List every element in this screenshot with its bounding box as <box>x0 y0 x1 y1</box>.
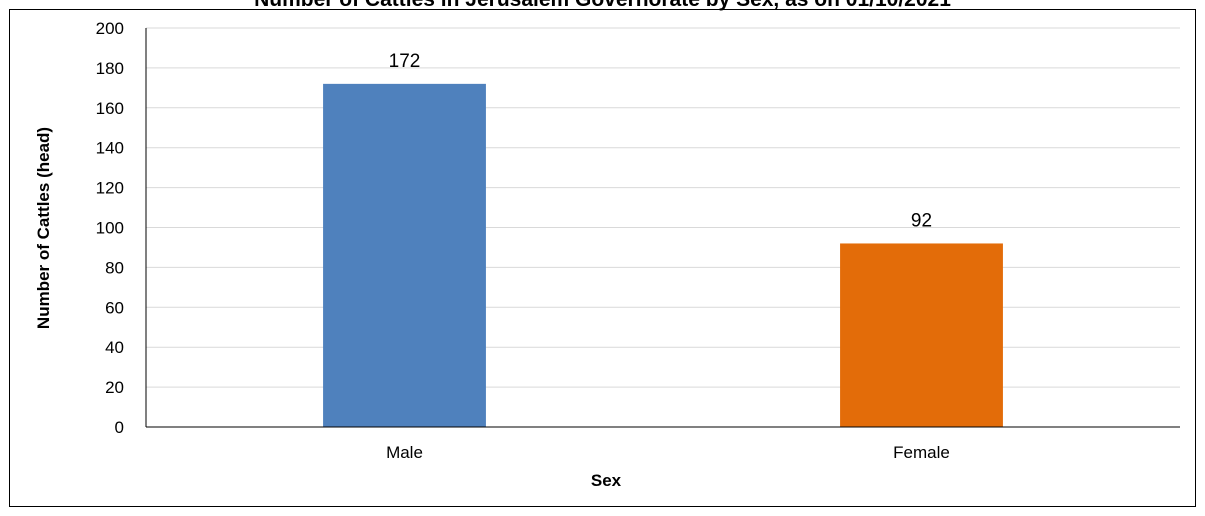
x-axis-title: Sex <box>591 471 622 490</box>
y-tick-label: 200 <box>96 19 124 38</box>
y-tick-label: 20 <box>105 378 124 397</box>
x-tick-label-female: Female <box>893 443 950 462</box>
y-tick-label: 140 <box>96 139 124 158</box>
y-tick-label: 180 <box>96 59 124 78</box>
gridlines <box>146 28 1180 387</box>
y-tick-label: 60 <box>105 298 124 317</box>
bar-female <box>840 243 1003 427</box>
y-axis-title: Number of Cattles (head) <box>34 127 53 329</box>
bar-male <box>323 84 486 427</box>
y-tick-label: 120 <box>96 179 124 198</box>
y-tick-label: 160 <box>96 99 124 118</box>
y-tick-labels: 0 20 40 60 80 100 120 140 160 180 200 <box>96 19 124 437</box>
x-tick-label-male: Male <box>386 443 423 462</box>
bars <box>323 84 1003 427</box>
y-tick-label: 100 <box>96 219 124 238</box>
x-tick-labels: Male Female <box>386 443 950 462</box>
y-tick-label: 0 <box>115 418 124 437</box>
y-tick-label: 80 <box>105 258 124 277</box>
y-tick-label: 40 <box>105 338 124 357</box>
data-label-male: 172 <box>389 51 421 72</box>
data-label-female: 92 <box>911 210 932 231</box>
